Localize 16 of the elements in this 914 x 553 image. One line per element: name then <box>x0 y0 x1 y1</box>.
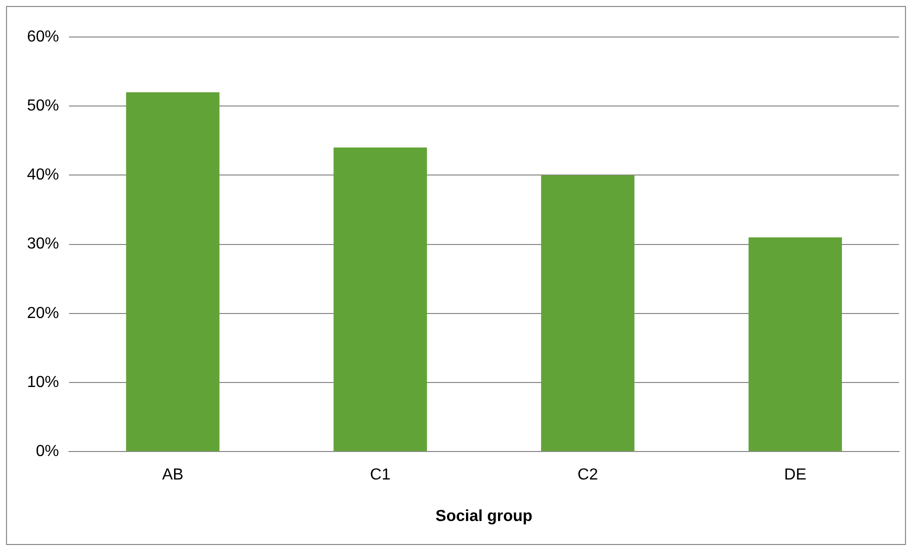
y-tick-label: 50% <box>26 98 60 115</box>
y-tick-label: 30% <box>26 236 60 253</box>
bar <box>748 237 842 452</box>
bar <box>126 92 220 452</box>
y-tick-label: 10% <box>26 374 60 391</box>
x-axis-title: Social group <box>436 508 533 525</box>
y-tick-label: 60% <box>26 28 60 46</box>
x-tick-label: C1 <box>370 466 391 484</box>
x-tick-label: C2 <box>578 466 598 484</box>
x-tick-label: DE <box>784 466 806 484</box>
x-tick-label: AB <box>162 466 184 484</box>
y-tick-label: 40% <box>26 166 60 184</box>
bar <box>541 175 634 452</box>
y-tick-label: 0% <box>36 443 60 460</box>
y-tick-label: 20% <box>26 304 60 322</box>
bar <box>334 148 427 452</box>
